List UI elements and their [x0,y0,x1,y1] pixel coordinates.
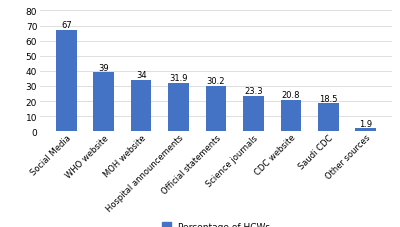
Text: 20.8: 20.8 [282,91,300,100]
Text: 23.3: 23.3 [244,87,263,96]
Bar [280,100,301,132]
Text: 30.2: 30.2 [207,76,225,86]
Text: 18.5: 18.5 [319,94,338,103]
Bar [356,129,376,132]
Bar [56,31,76,132]
Bar [168,84,189,132]
Bar [94,73,114,132]
Text: 34: 34 [136,71,146,80]
Text: 31.9: 31.9 [169,74,188,83]
Bar [243,97,264,132]
Text: 67: 67 [61,21,72,30]
Bar [318,104,338,132]
Text: 1.9: 1.9 [359,119,372,128]
Text: 39: 39 [98,63,109,72]
Bar [206,86,226,132]
Bar [131,81,152,132]
Legend: Percentage of HCWs: Percentage of HCWs [158,218,274,227]
